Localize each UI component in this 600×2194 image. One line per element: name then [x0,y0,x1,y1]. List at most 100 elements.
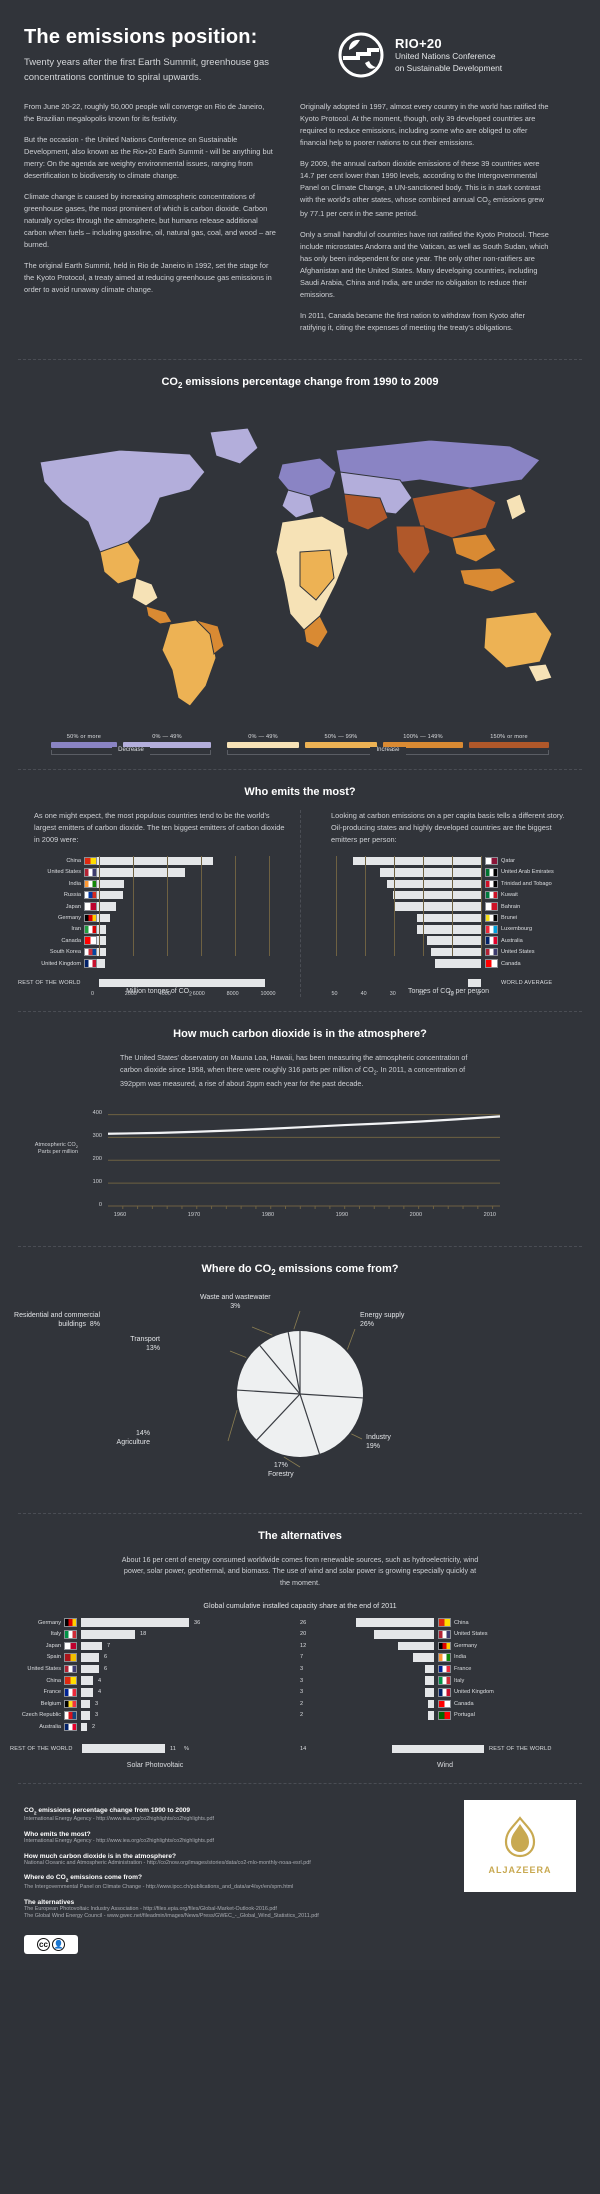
ppm-section: How much carbon dioxide is in the atmosp… [0,1012,600,1245]
x-tick-label: 2000 [124,990,137,997]
bar [97,959,105,968]
source-link[interactable]: The European Photovoltaic Industry Assoc… [24,1905,277,1912]
bar-label: United States [454,1631,488,1638]
x-tick-label: 10000 [260,990,276,997]
alternatives-subtitle: Global cumulative installed capacity sha… [203,1600,397,1610]
y-tick-label: 300 [92,1132,102,1139]
page-title: The emissions position: [24,26,258,48]
intro-left-paragraph: The original Earth Summit, held in Rio d… [24,261,272,295]
bar [97,925,107,934]
bar-row: Kuwait [315,890,582,900]
source-link[interactable]: The Intergovernmental Panel on Climate C… [24,1883,294,1890]
bar [81,1664,99,1674]
legend-item-swatch [123,742,211,749]
gridline [166,856,168,956]
legend-item-label: 100% — 149% [403,734,443,741]
ppm-title: How much carbon dioxide is in the atmosp… [173,1028,427,1041]
bar-row: Trinidad and Tobago [315,879,582,889]
bar-row: United States 6 [10,1664,300,1674]
bar-label: Luxembourg [500,926,533,933]
ppm-series-line [107,1114,501,1135]
chart-wind-share: 26 China 20 United States 12 Germany 7 India 3 Fr… [300,1618,590,1756]
pie-title: Where do CO2 emissions come from? [201,1262,399,1277]
bar [374,1630,434,1639]
bar-label: France [454,1666,472,1673]
cc-icon: cc [37,1938,50,1952]
bar-label: United Kingdom [454,1689,494,1696]
bar [416,913,481,923]
bar-label: China [46,1677,61,1684]
bar-label: United States [500,949,535,956]
bar-label: Portugal [454,1712,475,1719]
legend-item: 100% — 149% [383,734,463,749]
flag-icon-australia [64,1722,77,1732]
pie-slice-label: Energy supply 26% [360,1311,405,1328]
bar-row: Russia [18,890,300,900]
bar-value: 4 [98,1677,102,1684]
source-link[interactable]: National Oceanic and Atmospheric Adminis… [24,1859,311,1866]
bar-value: 3 [300,1677,304,1684]
flag-icon-united-kingdom [438,1688,451,1697]
flag-icon-belgium [64,1699,77,1709]
section-divider [18,1245,582,1247]
x-tick-label: 1970 [187,1211,201,1218]
bar-row: Germany 36 [10,1618,300,1628]
bar-value: 11 [170,1745,176,1752]
bar [398,1641,434,1651]
bar [97,947,106,957]
rio20-title: RIO+20 [395,36,442,52]
bar [428,1699,434,1709]
bar [81,1618,189,1627]
bar [97,902,116,911]
bar [413,1653,434,1662]
emitters-left-lede: As one might expect, the most populous c… [34,811,285,845]
bar-row: Japan 7 [10,1641,300,1651]
bar-label: Italy [50,1631,61,1638]
gridline [234,856,236,956]
legend-item: 50% or more [51,734,117,749]
bar [97,856,213,866]
rio20-logo-block: RIO+20 United Nations Conference on Sust… [336,26,502,80]
bar-label: Czech Republic [21,1712,61,1719]
source-link[interactable]: International Energy Agency - http://www… [24,1837,214,1844]
flag-icon-luxembourg [484,925,498,934]
bar-row: 3 Italy [300,1676,590,1686]
chart-biggest-emitters: China United States India Russia Japan German… [18,856,300,997]
bar [81,1641,102,1651]
alt-right-axis-label: Wind [437,1761,453,1769]
cc-license-icons: cc 👤 [24,1935,78,1955]
source-link[interactable]: International Energy Agency - http://www… [24,1815,214,1822]
flag-icon-china [438,1618,451,1627]
flag-icon-united-arab-emirates [484,868,498,877]
bar-row: Czech Republic 3 [10,1710,300,1720]
source-link[interactable]: The Global Wind Energy Council - www.gwe… [24,1913,319,1920]
x-tick-label: 2000 [409,1211,423,1218]
bar-label: Trinidad and Tobago [500,880,552,887]
bar [430,947,481,957]
legend-item-label: 150% or more [490,734,528,741]
bar [81,1699,90,1709]
bar [81,1630,135,1639]
flag-icon-brunei [484,913,498,923]
bar [386,879,481,889]
bar [425,1664,434,1674]
cc-by-icon: 👤 [52,1938,65,1952]
pie-slice-divider [287,1331,301,1394]
rest-of-world-label: REST OF THE WORLD [18,979,81,986]
flag-icon-south-korea [84,947,97,957]
bar-row: Spain 6 [10,1652,300,1662]
legend-item-swatch [51,742,117,749]
legend-item: 0% — 49% [123,734,211,749]
chart-solar-pv-share: Germany 36 Italy 18 Japan 7 Spain 6 United State… [10,1618,300,1756]
rio20-line-1: United Nations Conference [395,51,496,62]
flag-icon-china [64,1676,77,1685]
pie-leader-line [229,1350,247,1358]
bar [393,890,481,900]
flag-icon-trinidad-and-tobago [484,879,498,889]
bar-label: India [454,1654,467,1661]
bar-rest-of-world [392,1744,484,1754]
bar-label: United States [47,869,81,876]
bar-value: 2 [300,1700,304,1707]
bar-label: Japan [65,903,81,910]
bar-label: India [68,880,81,887]
